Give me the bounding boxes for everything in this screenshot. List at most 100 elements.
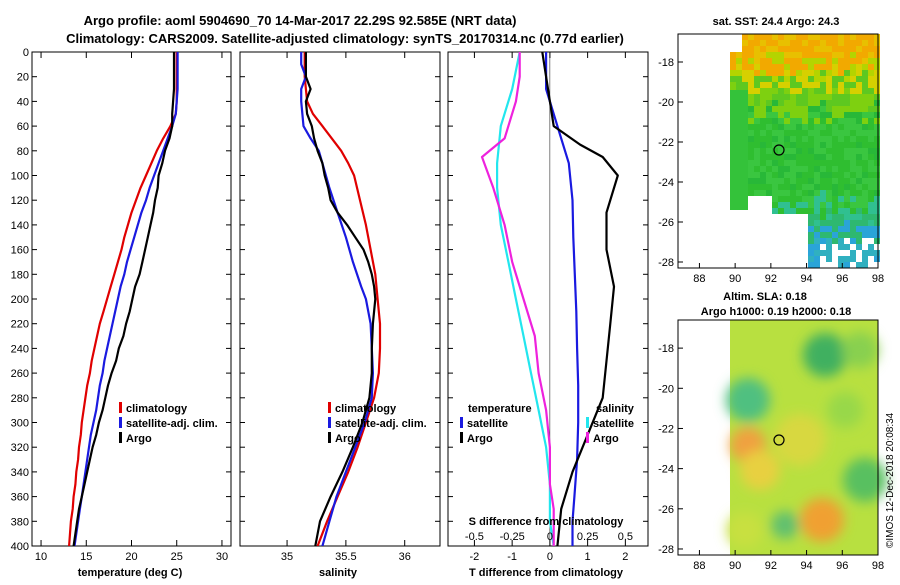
sst-cell — [772, 160, 778, 166]
sst-cell — [826, 46, 832, 52]
sst-cell — [784, 118, 790, 124]
sst-cell — [748, 64, 754, 70]
sst-cell — [760, 52, 766, 58]
sst-cell — [814, 178, 820, 184]
sst-cell — [838, 40, 844, 46]
sst-cell — [742, 156, 748, 162]
sst-cell — [844, 178, 850, 184]
series-line-argo — [304, 52, 377, 546]
sst-cell — [784, 100, 790, 106]
depth-tick-label: 60 — [17, 121, 29, 133]
sst-cell — [838, 154, 844, 160]
sst-cell — [814, 262, 820, 268]
sst-cell — [742, 76, 748, 82]
sst-cell — [778, 208, 784, 214]
depth-tick-label: 20 — [17, 72, 29, 84]
sst-cell — [832, 70, 838, 76]
sst-cell — [766, 76, 772, 82]
sst-cell — [808, 154, 814, 160]
sst-cell — [736, 138, 742, 144]
depth-tick-label: 240 — [11, 343, 29, 355]
s-difference-axis-label: S difference from climatology — [469, 516, 625, 528]
sst-cell — [784, 52, 790, 58]
sst-cell — [832, 82, 838, 88]
sst-cell — [844, 166, 850, 172]
sst-cell — [874, 142, 880, 148]
depth-tick-label: 400 — [11, 541, 29, 553]
sst-cell — [730, 102, 736, 108]
sst-cell — [856, 124, 862, 130]
sst-cell — [850, 124, 856, 130]
sst-cell — [784, 178, 790, 184]
sst-cell — [844, 244, 850, 250]
sst-cell — [772, 178, 778, 184]
sst-cell — [874, 100, 880, 106]
sst-cell — [796, 190, 802, 196]
temperature-axis-label: temperature (deg C) — [78, 567, 183, 579]
s-diff-tick-label: 0.5 — [618, 531, 633, 543]
sst-cell — [796, 94, 802, 100]
sst-cell — [748, 52, 754, 58]
s-difference-tick-labels: -0.5 -0.25 0 0.25 0.5 — [465, 531, 633, 543]
sst-cell — [784, 190, 790, 196]
sst-cell — [820, 82, 826, 88]
sst-cell — [856, 46, 862, 52]
sst-cell — [796, 148, 802, 154]
x-tick-label: 35.5 — [335, 551, 356, 563]
sst-cell — [874, 202, 880, 208]
sst-cell — [844, 88, 850, 94]
difference-legend-temperature: temperature satellite Argo — [460, 403, 532, 445]
sst-cell — [844, 76, 850, 82]
sst-cell — [802, 94, 808, 100]
sst-cell — [742, 192, 748, 198]
sst-cell — [808, 100, 814, 106]
sst-cell — [856, 52, 862, 58]
sst-cell — [874, 112, 880, 118]
sst-cell — [868, 208, 874, 214]
sst-cell — [754, 52, 760, 58]
sst-cell — [832, 244, 838, 250]
sst-cell — [730, 96, 736, 102]
sst-cell — [826, 142, 832, 148]
sst-cell — [736, 70, 742, 76]
sst-cell — [874, 40, 880, 46]
sst-cell — [778, 172, 784, 178]
sst-cell — [802, 112, 808, 118]
sst-cell — [838, 100, 844, 106]
sst-cell — [838, 244, 844, 250]
sst-cell — [826, 196, 832, 202]
sst-cell — [742, 120, 748, 126]
sst-cell — [748, 154, 754, 160]
sst-cell — [856, 40, 862, 46]
depth-tick-label: 120 — [11, 195, 29, 207]
sst-cell — [820, 208, 826, 214]
sst-cell — [760, 64, 766, 70]
sst-cell — [868, 244, 874, 250]
sst-cell — [790, 196, 796, 202]
sst-cell — [832, 46, 838, 52]
sst-cell — [784, 202, 790, 208]
sst-cell — [874, 118, 880, 124]
sst-cell — [862, 160, 868, 166]
sst-cell — [862, 34, 868, 40]
sst-cell — [778, 106, 784, 112]
sst-cell — [868, 64, 874, 70]
sst-cell — [772, 52, 778, 58]
sst-cell — [856, 148, 862, 154]
sst-cell — [832, 112, 838, 118]
sst-cell — [850, 190, 856, 196]
sst-cell — [814, 214, 820, 220]
sst-cell — [814, 52, 820, 58]
sst-cell — [820, 178, 826, 184]
sst-cell — [730, 168, 736, 174]
legend-s-satellite-swatch — [586, 417, 589, 428]
sst-cell — [772, 82, 778, 88]
sst-cell — [856, 64, 862, 70]
x-tick-label: 0 — [547, 551, 553, 563]
sst-cell — [832, 238, 838, 244]
sst-cell — [862, 118, 868, 124]
sst-cell — [778, 202, 784, 208]
sst-cell — [826, 34, 832, 40]
sst-cell — [850, 100, 856, 106]
sst-cell — [820, 166, 826, 172]
